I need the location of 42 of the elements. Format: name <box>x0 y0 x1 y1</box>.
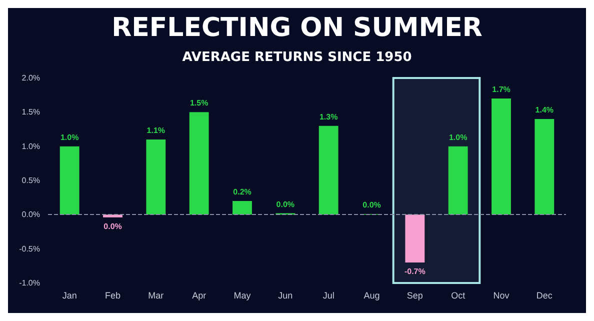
bar <box>189 112 209 215</box>
data-label: 1.4% <box>535 106 554 114</box>
y-tick-label: 2.0% <box>22 74 40 82</box>
bar <box>534 119 554 215</box>
bar <box>492 98 511 215</box>
x-tick-label: Feb <box>104 290 121 300</box>
chart-title: REFLECTING ON SUMMER <box>112 13 482 43</box>
y-tick-label: 1.5% <box>22 108 40 117</box>
x-tick-label: Aug <box>364 290 380 300</box>
data-label: 1.5% <box>190 98 208 108</box>
bar <box>405 214 425 262</box>
x-tick-label: Dec <box>536 290 553 300</box>
y-tick-label: -1.0% <box>19 278 40 288</box>
x-tick-label: Jun <box>278 290 293 300</box>
y-tick-label: 0.0% <box>22 210 40 220</box>
bar <box>60 146 80 215</box>
data-label: 1.7% <box>492 85 510 94</box>
data-label: 0.0% <box>104 222 122 231</box>
x-tick-label: May <box>234 290 252 300</box>
x-tick-label: Apr <box>192 290 206 300</box>
x-tick-label: Oct <box>451 290 466 300</box>
chart-subtitle: AVERAGE RETURNS SINCE 1950 <box>182 50 412 65</box>
data-label: 0.2% <box>233 188 252 196</box>
data-label: 0.0% <box>276 200 295 209</box>
x-tick-label: Sep <box>406 290 423 300</box>
bar <box>146 140 166 215</box>
bar <box>232 201 252 215</box>
y-tick-label: 1.0% <box>22 142 40 151</box>
x-tick-label: Jan <box>62 290 77 300</box>
data-label: 1.0% <box>448 132 468 142</box>
data-label: -0.7% <box>404 267 426 276</box>
data-label: 1.3% <box>319 112 338 122</box>
x-tick-label: Mar <box>148 290 164 300</box>
y-tick-label: 0.5% <box>22 176 40 185</box>
x-tick-label: Nov <box>493 290 510 300</box>
bar <box>448 146 468 215</box>
data-label: 0.0% <box>362 200 381 210</box>
bar <box>318 126 338 215</box>
x-tick-label: Jul <box>322 290 334 300</box>
data-label: 1.1% <box>146 126 166 135</box>
data-label: 1.0% <box>60 132 79 142</box>
y-tick-label: -0.5% <box>19 244 40 254</box>
